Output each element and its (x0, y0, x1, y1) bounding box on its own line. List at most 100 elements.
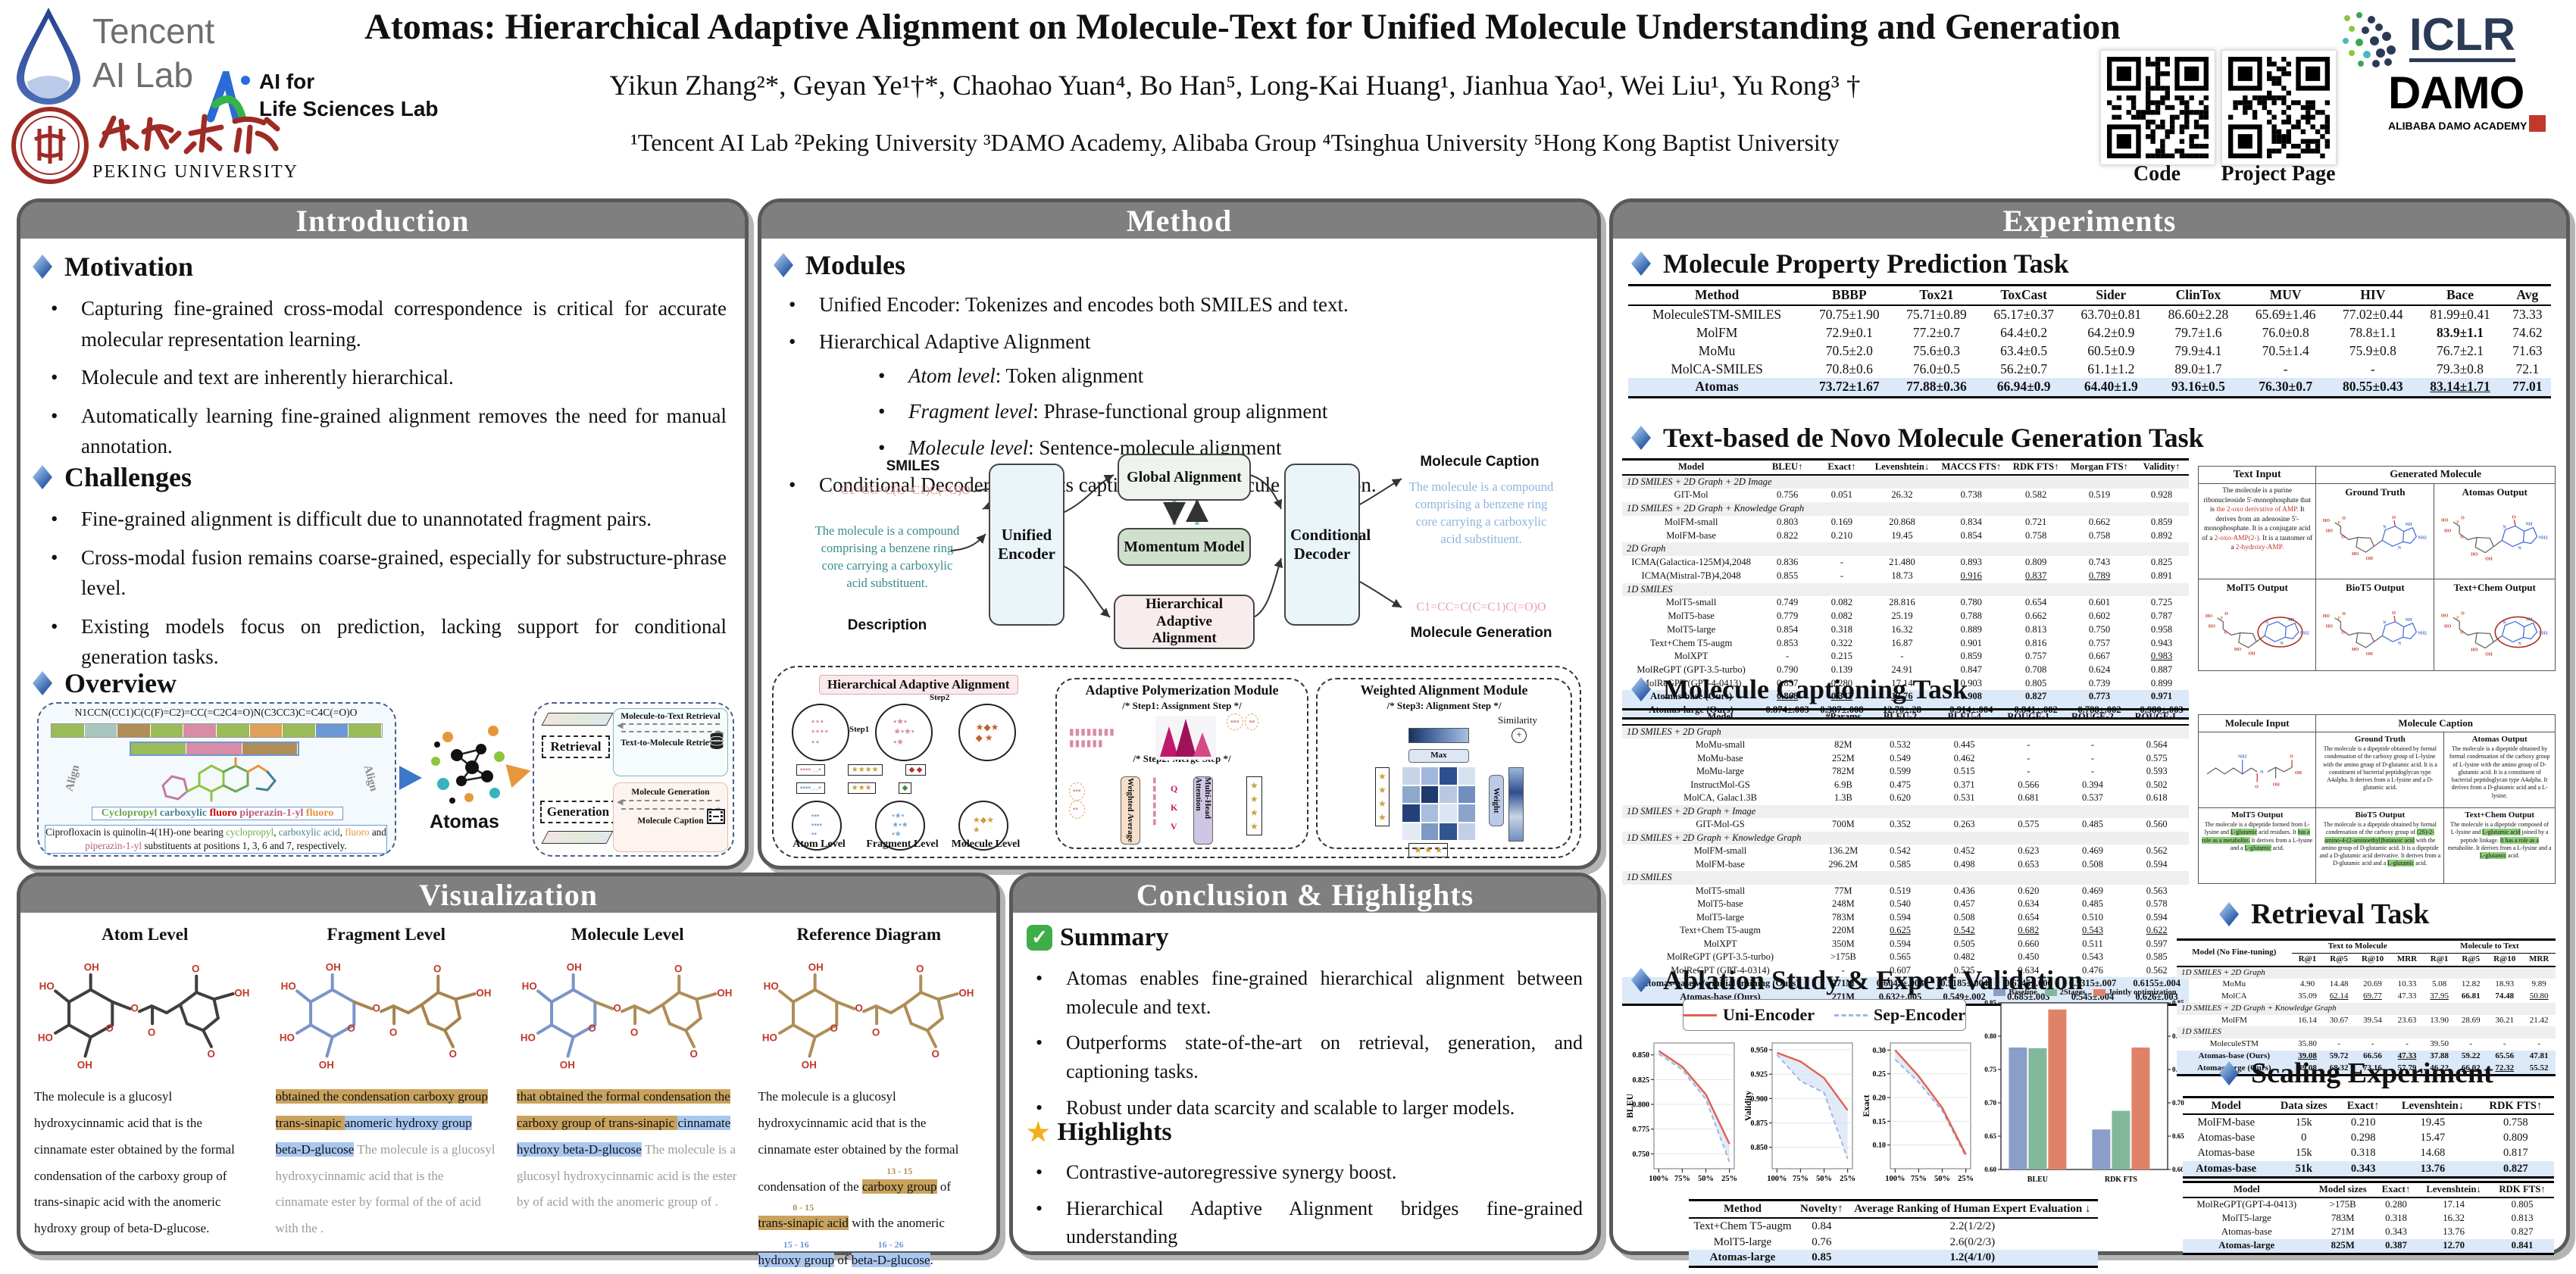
table-cell: - (2090, 739, 2095, 750)
table-cell: 0.773 (2064, 690, 2135, 704)
text-segment: carboxylic (159, 807, 210, 819)
gen-ex-col2: Generated Molecule (2315, 466, 2556, 484)
svg-text:O: O (915, 963, 923, 974)
diamond-bullet-icon (1631, 968, 1651, 992)
svg-text:O: O (588, 1023, 596, 1034)
table-cell: 77.88±0.36 (1893, 378, 1980, 398)
svg-text:P: P (2220, 617, 2223, 621)
table-cell: 72.32 (2487, 1062, 2523, 1076)
table-cell: - (1900, 651, 1904, 662)
generation-box: Molecule Generation ◀ ▶ Molecule Caption (613, 782, 728, 852)
table-cell: 0.620 (2018, 885, 2040, 896)
svg-text:OH: OH (2273, 782, 2281, 787)
atomas-output-molecule: O HO P HO O O HO OH N N NH NH2 (2437, 500, 2552, 573)
apm-token-col: ▮ ▮ ▮ ▮ ▮ ▮ (1152, 776, 1157, 826)
gen-ex-biot5-title: BioT5 Output (2346, 582, 2405, 593)
svg-text:NH2: NH2 (2539, 536, 2548, 541)
retrieval-heading: Retrieval Task (2251, 898, 2430, 930)
table-cell: 74.48 (2495, 991, 2515, 1001)
svg-text:0.15: 0.15 (1873, 1118, 1887, 1126)
wam-weight-col (1508, 767, 1524, 842)
svg-text:O: O (855, 1002, 862, 1013)
expert-table: Method Novelty↑ Average Ranking of Human E… (1689, 1199, 2098, 1268)
table-cell: 783M (2331, 1212, 2355, 1223)
table-cell: 21.42 (2529, 1015, 2549, 1025)
molecule-generation-label: Molecule Generation (631, 788, 710, 797)
bullet-item: Robust under data scarcity and scalable … (1022, 1094, 1583, 1123)
table-cell: 0.836 (1776, 557, 1799, 568)
table-cell: 0.565 (1890, 951, 1911, 962)
summary-list: Atomas enables fine-grained hierarchical… (1013, 964, 1583, 1129)
gen-ex-ground-truth-title: Ground Truth (2345, 486, 2406, 498)
summary-heading: Summary (1060, 923, 1169, 951)
molecule-figure: HO OH HO OH O O O O OH O (514, 949, 742, 1078)
unified-encoder-label: Unified Encoder (998, 526, 1055, 563)
table-cell: 0.585 (2146, 951, 2168, 962)
table-cell: 70.75±1.90 (1818, 306, 1880, 322)
cap-ex-atomas-text: The molecule is a dipeptide obtained by … (2447, 745, 2552, 800)
table-cell: 14.48 (2329, 979, 2349, 989)
table-cell: 0.450 (2018, 951, 2040, 962)
table-row: GIT-Mol 0.756 0.051 26.32 0.738 0.582 0.519 0.9… (1622, 489, 2189, 502)
column-header: ROUGE-2 (2060, 709, 2125, 726)
qkv-labels: Q K V (1171, 779, 1177, 837)
table-cell: 0.634 (2018, 964, 2040, 976)
svg-text:0.30: 0.30 (1873, 1047, 1887, 1055)
table-cell: 17.14 (2443, 1198, 2465, 1210)
column-header: #Params (1818, 709, 1868, 726)
apm-cluster-col: ▪▪▪ ▪▪ (1069, 782, 1085, 819)
column-header: ROUGE-L (2124, 709, 2189, 726)
table-row: Text+Chem T5-augm 0.853 0.322 16.87 0.901 0.8… (1622, 637, 2189, 651)
svg-text:OH: OH (77, 1059, 92, 1070)
table-cell: 0.457 (1953, 898, 1975, 909)
table-cell: - (2090, 752, 2095, 763)
svg-text:O: O (2224, 630, 2227, 635)
text-segment: 2-oxo-AMP(2-). (2214, 534, 2261, 542)
method-flow-diagram: SMILES C1=CC=C(C=C1)C(=O)O The molecule … (761, 452, 1590, 664)
table-cell: 700M (1832, 819, 1855, 829)
table-row: MolReGPT (GPT-3.5-turbo) 0.790 0.139 24.91 0… (1622, 664, 2189, 677)
table-cell: 0.780 (1960, 597, 1982, 608)
table-cell: 0.343 (2385, 1226, 2407, 1237)
captioning-table: Model #Params BLEU-2 BLEU-4 ROUGE-1 ROUGE-2 RO… (1622, 708, 2189, 1006)
molecule-caption-label: Molecule Caption (637, 817, 704, 826)
svg-text:OH: OH (325, 962, 340, 973)
poster-header: Tencent AI Lab AI for Life Sciences Lab … (0, 0, 2576, 194)
table-cell: 0.634 (2018, 898, 2040, 909)
wam-topbar (1408, 728, 1469, 743)
panel-introduction-title: Introduction (20, 202, 745, 239)
text-segment: piperazin-1-yl (239, 807, 306, 819)
svg-text:NH: NH (2406, 523, 2412, 527)
text-segment: The molecule is a purine ribonucleoside … (2203, 487, 2312, 514)
table-cell: 16.14 (2298, 1015, 2317, 1025)
column-header: ROUGE-1 (1996, 709, 2061, 726)
column-header: BLEU↑ (1760, 459, 1815, 476)
svg-text:OH: OH (567, 962, 582, 973)
svg-text:0.60: 0.60 (1984, 1166, 1996, 1173)
token-segment (349, 724, 382, 737)
table-cell: MolT5-large (1713, 1235, 1772, 1248)
table-cell: 0.318 (2385, 1212, 2407, 1223)
panel-conclusion-title: Conclusion & Highlights (1013, 876, 1597, 913)
atomas-network-icon (427, 722, 505, 810)
table-cell: 79.7±1.6 (2174, 324, 2222, 340)
generation-example-grid: Text Input Generated Molecule The molecu… (2197, 466, 2556, 671)
sep-encoder-line-swatch (1834, 1013, 1868, 1016)
svg-text:O: O (2512, 514, 2516, 520)
svg-text:P: P (2456, 616, 2459, 620)
table-cell: Text+Chem T5-augm (1680, 925, 1761, 935)
wam-star-row: ★ ★ ★ (1408, 843, 1449, 857)
table-cell: 73.33 (2512, 306, 2543, 322)
text-segment: piperazin-1-yl (85, 839, 142, 851)
table-cell: 0.892 (2150, 529, 2173, 541)
table-cell: 0.502 (2146, 779, 2168, 790)
table-row: 1D SMILES + 2D Graph (1622, 724, 2189, 738)
table-row: Atomas-base 271M 0.343 13.76 0.827 (2183, 1226, 2554, 1239)
table-cell: 0.607 (1890, 964, 1911, 976)
table-cell: 47.33 (2397, 991, 2417, 1001)
table-cell: MoMu (1698, 342, 1736, 358)
bullet-item: Existing models focus on prediction, lac… (37, 611, 727, 673)
text-segment: fluoro (345, 826, 370, 838)
column-group-header: Molecule to Text (2423, 939, 2556, 954)
table-cell: 0.681 (2018, 792, 2040, 803)
